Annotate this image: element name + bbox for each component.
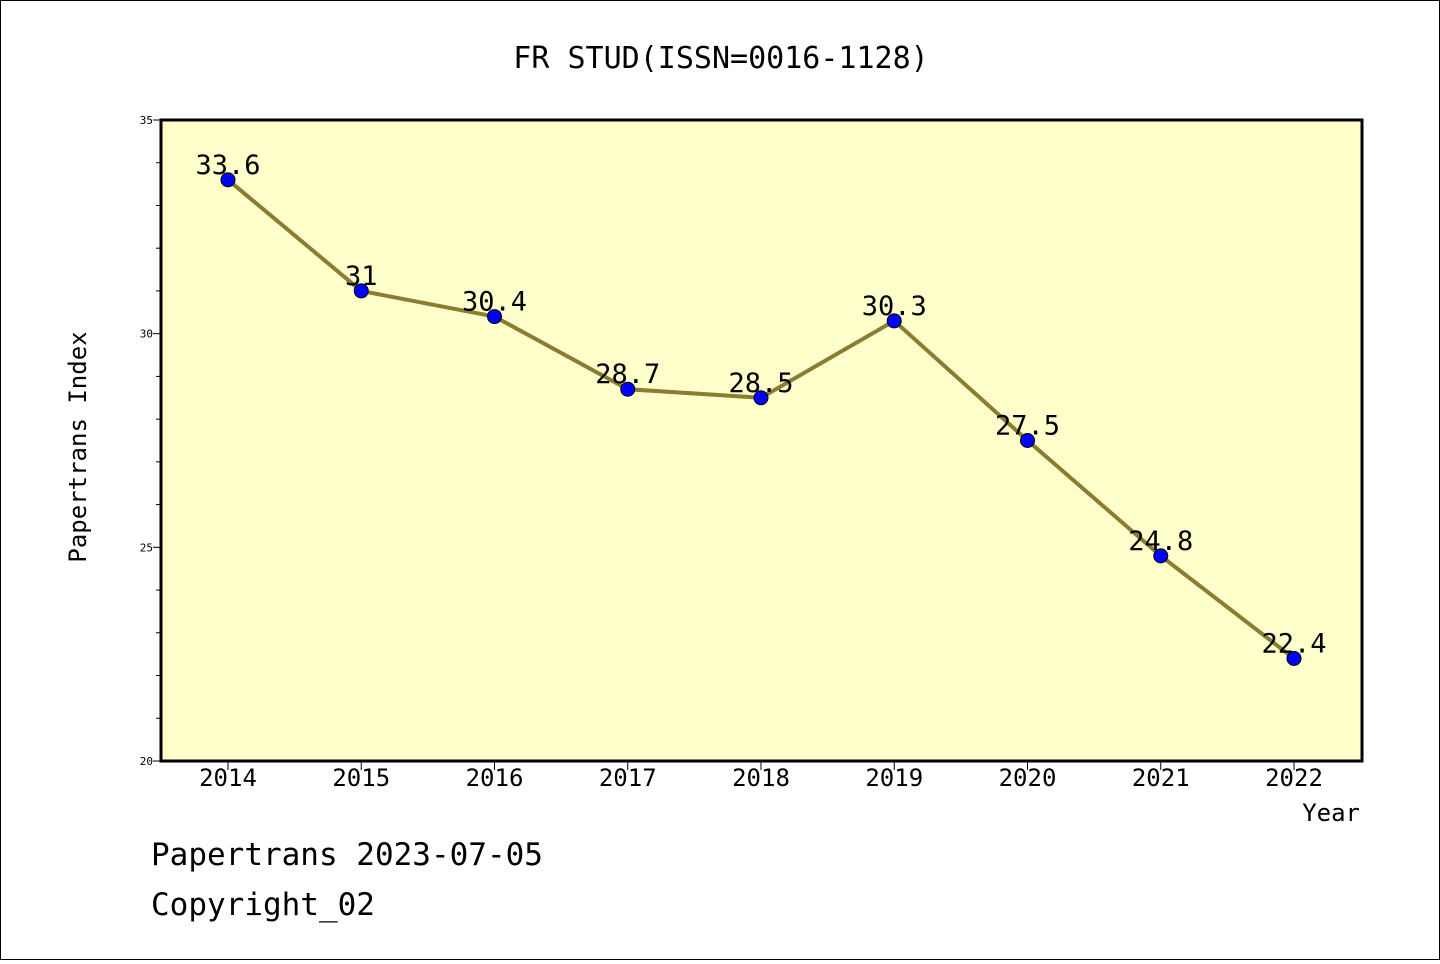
y-axis-label: Papertrans Index — [64, 331, 92, 562]
data-point — [886, 313, 902, 329]
x-tick-label: 2017 — [599, 764, 657, 792]
data-point — [620, 381, 636, 397]
data-point — [487, 309, 502, 325]
footer-copyright: Copyright_02 — [151, 887, 375, 923]
data-point — [220, 172, 236, 188]
x-tick-label: 2015 — [332, 764, 390, 792]
data-point — [1020, 433, 1035, 448]
data-point — [353, 283, 369, 299]
y-axis: 20 25 30 35 — [140, 114, 161, 768]
data-label: 30.3 — [862, 291, 927, 322]
series-line-group: 33.6 31 30.4 28.7 28.5 30.3 27.5 24.8 22.4 — [195, 150, 1327, 666]
y-tick-label: 20 — [140, 755, 153, 768]
x-axis-label: Year — [1302, 799, 1360, 827]
x-tick-label: 2019 — [865, 764, 923, 792]
data-label: 31 — [345, 261, 378, 292]
x-tick-label: 2016 — [466, 764, 524, 792]
chart-title: FR STUD(ISSN=0016-1128) — [513, 41, 928, 76]
plot-area — [159, 118, 1364, 763]
x-axis: 2014 2015 2016 2017 2018 2019 2020 2021 2022 — [199, 761, 1323, 792]
x-tick-label: 2014 — [199, 764, 257, 792]
y-tick-label: 25 — [140, 541, 153, 554]
data-point — [1286, 650, 1302, 666]
x-tick-label: 2020 — [999, 764, 1057, 792]
data-label: 27.5 — [995, 411, 1060, 442]
footer-date: Papertrans 2023-07-05 — [151, 837, 543, 873]
data-label: 30.4 — [462, 287, 527, 318]
data-label: 28.7 — [595, 359, 660, 390]
data-point — [1153, 548, 1169, 564]
data-point — [753, 390, 769, 406]
data-label: 24.8 — [1128, 526, 1193, 557]
x-tick-label: 2022 — [1265, 764, 1323, 792]
x-tick-label: 2021 — [1132, 764, 1190, 792]
x-tick-label: 2018 — [732, 764, 790, 792]
y-tick-label: 35 — [140, 114, 153, 127]
data-label: 22.4 — [1261, 628, 1326, 659]
data-label: 28.5 — [728, 368, 793, 399]
y-tick-label: 30 — [140, 328, 153, 341]
data-label: 33.6 — [195, 150, 260, 181]
